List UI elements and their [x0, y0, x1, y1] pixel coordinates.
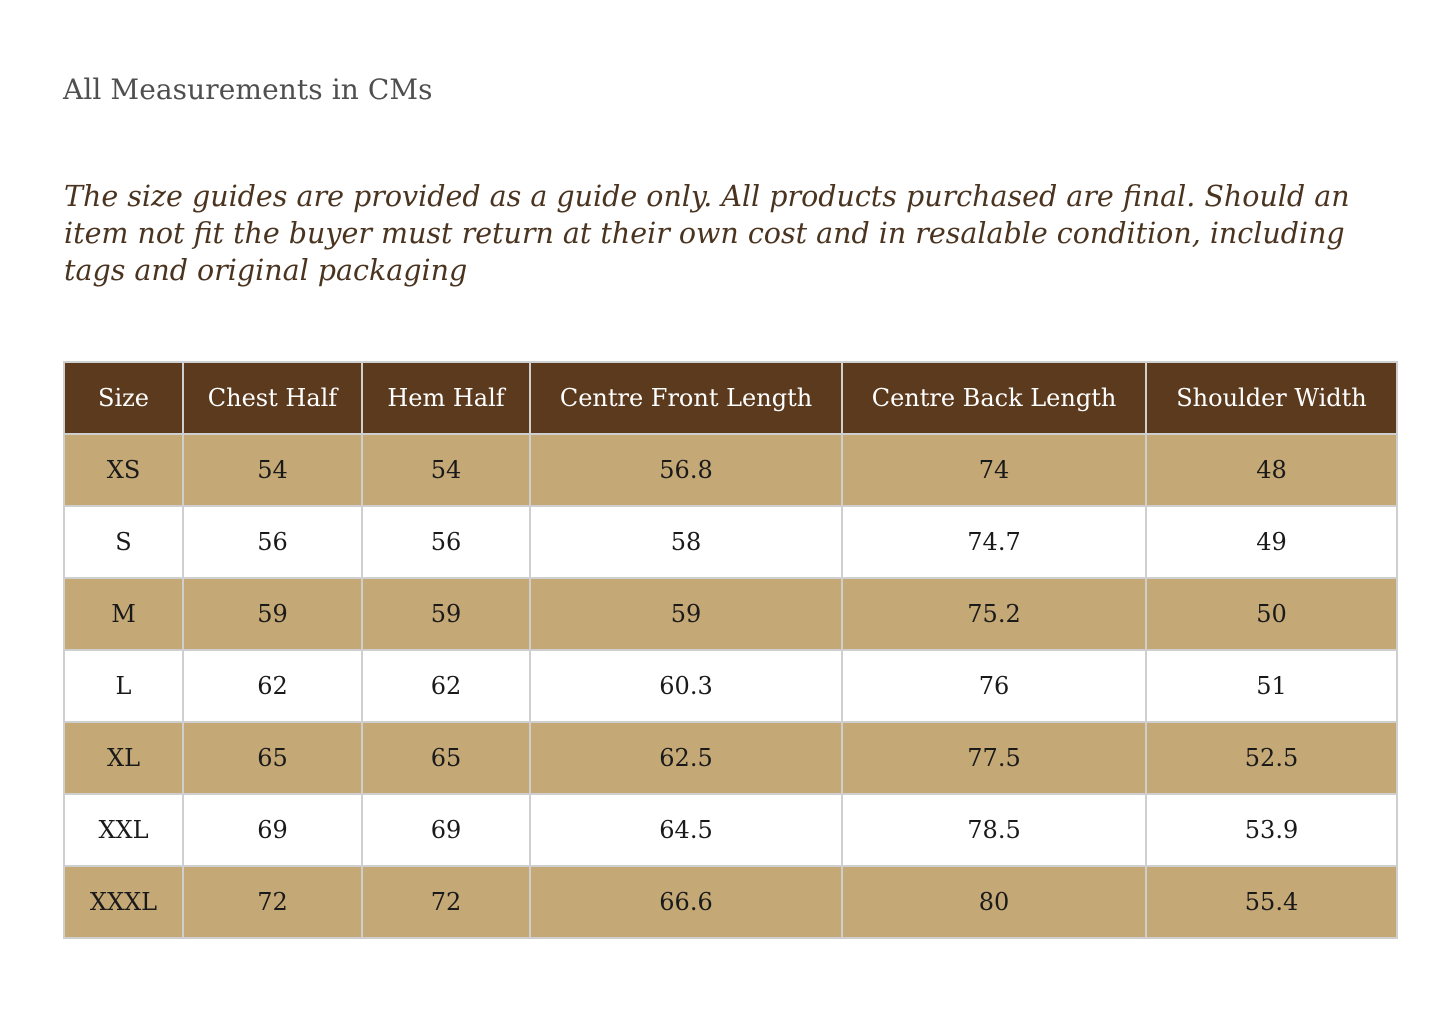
column-header-centre-front-length: Centre Front Length [529, 361, 843, 435]
size-cell: XS [63, 433, 184, 507]
hem-half-cell: 69 [361, 793, 531, 867]
centre-front-length-cell: 60.3 [529, 649, 843, 723]
hem-half-cell: 54 [361, 433, 531, 507]
centre-back-length-cell: 77.5 [841, 721, 1147, 795]
shoulder-width-cell: 51 [1145, 649, 1398, 723]
hem-half-cell: 62 [361, 649, 531, 723]
hem-half-cell: 59 [361, 577, 531, 651]
column-header-centre-back-length: Centre Back Length [841, 361, 1147, 435]
measurement-units-heading: All Measurements in CMs [63, 73, 433, 106]
table-row: M 59 59 59 75.2 50 [63, 577, 1398, 651]
chest-half-cell: 69 [182, 793, 363, 867]
size-cell: XXL [63, 793, 184, 867]
centre-front-length-cell: 66.6 [529, 865, 843, 939]
column-header-hem-half: Hem Half [361, 361, 531, 435]
table-row: XS 54 54 56.8 74 48 [63, 433, 1398, 507]
shoulder-width-cell: 52.5 [1145, 721, 1398, 795]
shoulder-width-cell: 48 [1145, 433, 1398, 507]
centre-front-length-cell: 58 [529, 505, 843, 579]
chest-half-cell: 59 [182, 577, 363, 651]
size-guide-disclaimer: The size guides are provided as a guide … [64, 180, 1350, 287]
centre-front-length-cell: 59 [529, 577, 843, 651]
chest-half-cell: 72 [182, 865, 363, 939]
centre-front-length-cell: 64.5 [529, 793, 843, 867]
centre-front-length-cell: 62.5 [529, 721, 843, 795]
shoulder-width-cell: 49 [1145, 505, 1398, 579]
hem-half-cell: 65 [361, 721, 531, 795]
centre-back-length-cell: 74.7 [841, 505, 1147, 579]
table-row: L 62 62 60.3 76 51 [63, 649, 1398, 723]
size-cell: S [63, 505, 184, 579]
table-row: XXL 69 69 64.5 78.5 53.9 [63, 793, 1398, 867]
centre-back-length-cell: 74 [841, 433, 1147, 507]
hem-half-cell: 72 [361, 865, 531, 939]
hem-half-cell: 56 [361, 505, 531, 579]
table-row: XL 65 65 62.5 77.5 52.5 [63, 721, 1398, 795]
column-header-shoulder-width: Shoulder Width [1145, 361, 1398, 435]
chest-half-cell: 62 [182, 649, 363, 723]
chest-half-cell: 56 [182, 505, 363, 579]
chest-half-cell: 65 [182, 721, 363, 795]
size-chart-table: Size Chest Half Hem Half Centre Front Le… [63, 361, 1398, 939]
shoulder-width-cell: 50 [1145, 577, 1398, 651]
column-header-chest-half: Chest Half [182, 361, 363, 435]
table-row: XXXL 72 72 66.6 80 55.4 [63, 865, 1398, 939]
column-header-size: Size [63, 361, 184, 435]
size-cell: M [63, 577, 184, 651]
centre-back-length-cell: 76 [841, 649, 1147, 723]
table-header-row: Size Chest Half Hem Half Centre Front Le… [63, 361, 1398, 435]
centre-back-length-cell: 75.2 [841, 577, 1147, 651]
table-row: S 56 56 58 74.7 49 [63, 505, 1398, 579]
size-cell: L [63, 649, 184, 723]
shoulder-width-cell: 53.9 [1145, 793, 1398, 867]
size-cell: XL [63, 721, 184, 795]
centre-back-length-cell: 80 [841, 865, 1147, 939]
shoulder-width-cell: 55.4 [1145, 865, 1398, 939]
size-cell: XXXL [63, 865, 184, 939]
chest-half-cell: 54 [182, 433, 363, 507]
centre-front-length-cell: 56.8 [529, 433, 843, 507]
centre-back-length-cell: 78.5 [841, 793, 1147, 867]
